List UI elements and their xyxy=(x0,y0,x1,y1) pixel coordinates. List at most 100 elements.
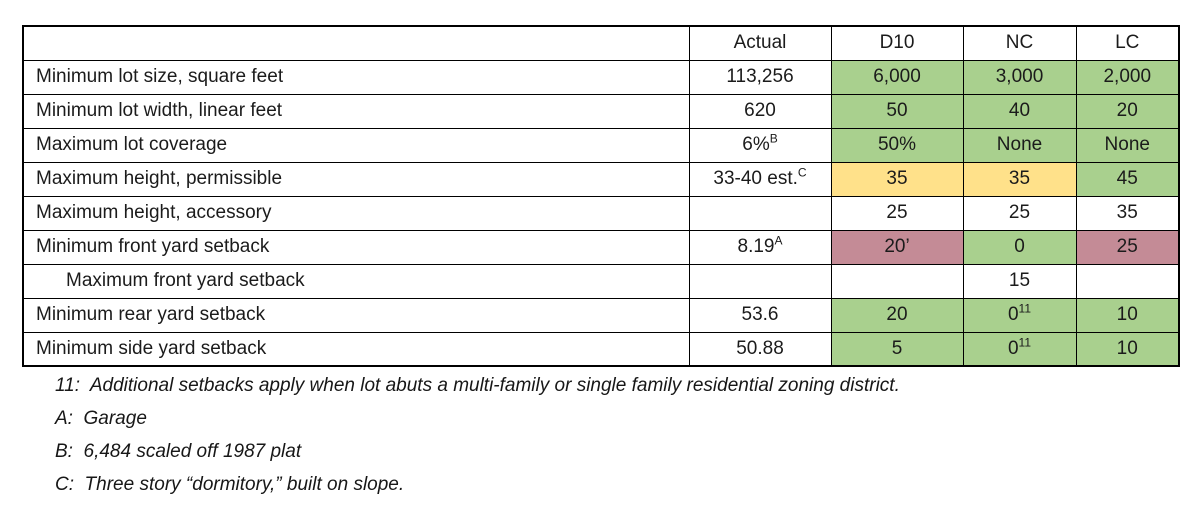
table-row: Minimum side yard setback 50.88 5 011 10 xyxy=(22,331,1180,367)
cell-actual: 50.88 xyxy=(688,331,832,367)
cell-text: 3,000 xyxy=(995,66,1044,87)
cell-lc: 10 xyxy=(1075,331,1180,367)
cell-actual xyxy=(688,263,832,299)
row-label: Maximum front yard setback xyxy=(22,263,690,299)
cell-text: 6% xyxy=(742,134,770,155)
footnote-11: 11: Additional setbacks apply when lot a… xyxy=(55,375,900,396)
cell-nc: 0 xyxy=(962,229,1077,265)
row-label: Minimum rear yard setback xyxy=(22,297,690,333)
cell-nc: 15 xyxy=(962,263,1077,299)
cell-d10: 6,000 xyxy=(830,59,964,95)
row-label: Minimum front yard setback xyxy=(22,229,690,265)
cell-lc: 35 xyxy=(1075,195,1180,231)
table-row: Maximum lot coverage 6%B 50% None None xyxy=(22,127,1180,163)
cell-text: 45 xyxy=(1116,168,1138,189)
cell-text: 25 xyxy=(1116,236,1138,257)
table-row: Maximum front yard setback 15 xyxy=(22,263,1180,299)
cell-actual: 6%B xyxy=(688,127,832,163)
column-header-actual: Actual xyxy=(688,25,832,61)
cell-text: 20 xyxy=(1116,100,1138,121)
row-label: Minimum side yard setback xyxy=(22,331,690,367)
cell-text: 620 xyxy=(744,100,776,121)
cell-text: 50% xyxy=(877,134,917,155)
cell-text: 35 xyxy=(1116,202,1138,223)
cell-text: 33-40 est. xyxy=(713,168,798,189)
cell-superscript: C xyxy=(797,165,807,180)
column-header-d10: D10 xyxy=(830,25,964,61)
footnote-c: C: Three story “dormitory,” built on slo… xyxy=(55,474,405,495)
cell-nc: 25 xyxy=(962,195,1077,231)
cell-d10: 50% xyxy=(830,127,964,163)
cell-d10: 20’ xyxy=(830,229,964,265)
column-header-blank xyxy=(22,25,690,61)
cell-text: 15 xyxy=(1008,270,1031,291)
table-row: Minimum lot width, linear feet 620 50 40 20 xyxy=(22,93,1180,129)
cell-lc xyxy=(1075,263,1180,299)
cell-text: 35 xyxy=(886,168,908,189)
cell-text: 50 xyxy=(886,100,908,121)
cell-lc: 45 xyxy=(1075,161,1180,197)
row-label: Maximum lot coverage xyxy=(22,127,690,163)
cell-d10: 5 xyxy=(830,331,964,367)
column-header-lc: LC xyxy=(1075,25,1180,61)
cell-actual: 33-40 est.C xyxy=(688,161,832,197)
cell-text: None xyxy=(1104,134,1150,155)
cell-nc: 011 xyxy=(962,297,1077,333)
cell-text: 40 xyxy=(1008,100,1031,121)
table-row: Maximum height, accessory 25 25 35 xyxy=(22,195,1180,231)
cell-d10: 35 xyxy=(830,161,964,197)
cell-d10: 25 xyxy=(830,195,964,231)
cell-nc: 35 xyxy=(962,161,1077,197)
cell-superscript: B xyxy=(769,131,778,146)
table-header-row: Actual D10 NC LC xyxy=(22,25,1180,61)
cell-d10: 20 xyxy=(830,297,964,333)
cell-text: 6,000 xyxy=(873,66,921,87)
table-row: Minimum front yard setback 8.19A 20’ 0 25 xyxy=(22,229,1180,265)
cell-text: 50.88 xyxy=(736,337,784,359)
cell-nc: 3,000 xyxy=(962,59,1077,95)
cell-text: 53.6 xyxy=(741,304,779,325)
row-label: Maximum height, accessory xyxy=(22,195,690,231)
footnote-b: B: 6,484 scaled off 1987 plat xyxy=(55,441,302,462)
cell-nc: 40 xyxy=(962,93,1077,129)
cell-d10: 50 xyxy=(830,93,964,129)
table-row: Minimum lot size, square feet 113,256 6,00… xyxy=(22,59,1180,95)
cell-lc: None xyxy=(1075,127,1180,163)
row-label: Minimum lot width, linear feet xyxy=(22,93,690,129)
cell-lc: 2,000 xyxy=(1075,59,1180,95)
column-header-nc: NC xyxy=(962,25,1077,61)
cell-actual: 620 xyxy=(688,93,832,129)
cell-superscript: A xyxy=(774,233,783,248)
cell-text: 35 xyxy=(1008,168,1031,189)
cell-text: 5 xyxy=(891,337,903,359)
cell-d10 xyxy=(830,263,964,299)
cell-text: 113,256 xyxy=(726,66,794,87)
table-row: Maximum height, permissible 33-40 est.C 35… xyxy=(22,161,1180,197)
cell-text: 8.19 xyxy=(737,236,775,257)
cell-nc: 011 xyxy=(962,331,1077,367)
cell-text: 10 xyxy=(1116,304,1138,325)
cell-text: 10 xyxy=(1116,337,1138,359)
cell-text: None xyxy=(996,134,1043,155)
cell-superscript: 11 xyxy=(1018,301,1032,316)
cell-nc: None xyxy=(962,127,1077,163)
cell-text: 25 xyxy=(886,202,908,223)
footnotes: 11: Additional setbacks apply when lot a… xyxy=(55,369,900,501)
cell-lc: 20 xyxy=(1075,93,1180,129)
cell-lc: 25 xyxy=(1075,229,1180,265)
cell-text: 20 xyxy=(886,304,908,325)
cell-text: 0 xyxy=(1007,337,1019,359)
table-row: Minimum rear yard setback 53.6 20 011 10 xyxy=(22,297,1180,333)
cell-superscript: 11 xyxy=(1018,335,1032,350)
cell-text: 2,000 xyxy=(1103,66,1152,87)
cell-text: 25 xyxy=(1008,202,1031,223)
table-body: Minimum lot size, square feet 113,256 6,00… xyxy=(22,59,1180,367)
row-label: Minimum lot size, square feet xyxy=(22,59,690,95)
row-label: Maximum height, permissible xyxy=(22,161,690,197)
zoning-comparison-table: Actual D10 NC LC Minimum lot size, square f… xyxy=(22,25,1180,367)
cell-actual: 53.6 xyxy=(688,297,832,333)
footnote-a: A: Garage xyxy=(55,408,147,429)
cell-actual: 113,256 xyxy=(688,59,832,95)
cell-text: 0 xyxy=(1014,236,1025,257)
